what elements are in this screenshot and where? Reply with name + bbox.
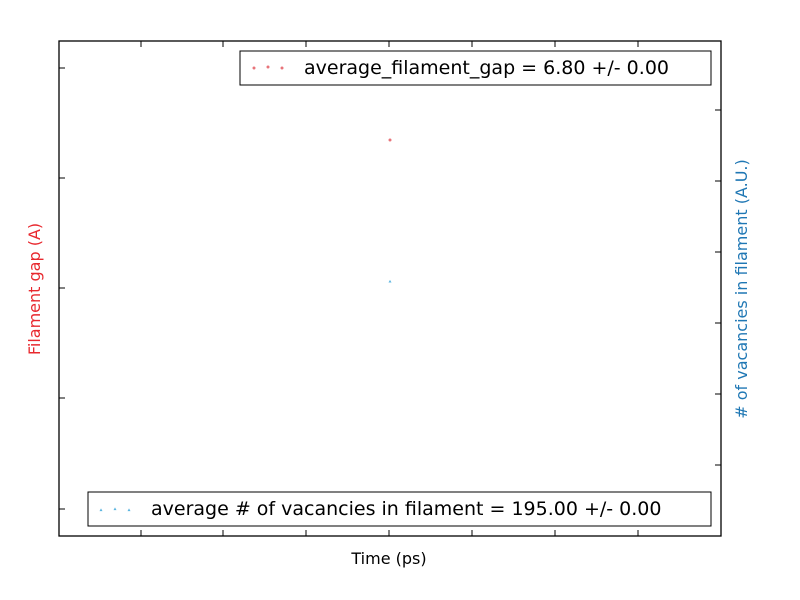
legend-top: average_filament_gap = 6.80 +/- 0.00 <box>239 50 712 86</box>
y-axis-left-label: Filament gap (A) <box>25 223 44 355</box>
axis-ticks <box>59 41 721 536</box>
legend-marker-vacancies <box>99 508 103 512</box>
plot-area <box>58 40 722 537</box>
legend-marker-vacancies <box>127 508 131 512</box>
legend-bottom-label: average # of vacancies in filament = 195… <box>151 498 662 520</box>
legend-marker-vacancies <box>113 507 117 511</box>
legend-top-box <box>239 50 712 86</box>
data-points <box>388 138 392 283</box>
legend-bottom-box <box>87 491 712 527</box>
legend-bottom: average # of vacancies in filament = 195… <box>87 491 712 527</box>
data-point-vacancies <box>388 279 392 283</box>
legend-top-markers <box>252 65 284 70</box>
y-axis-right-label: # of vacancies in filament (A.U.) <box>732 159 751 418</box>
data-point-filament-gap <box>388 138 392 142</box>
x-axis-label: Time (ps) <box>350 549 426 568</box>
legend-marker-filament-gap <box>252 66 256 70</box>
legend-bottom-markers <box>99 507 131 512</box>
legend-top-label: average_filament_gap = 6.80 +/- 0.00 <box>304 57 669 79</box>
legend-marker-filament-gap <box>266 65 270 69</box>
legend-marker-filament-gap <box>280 66 284 70</box>
